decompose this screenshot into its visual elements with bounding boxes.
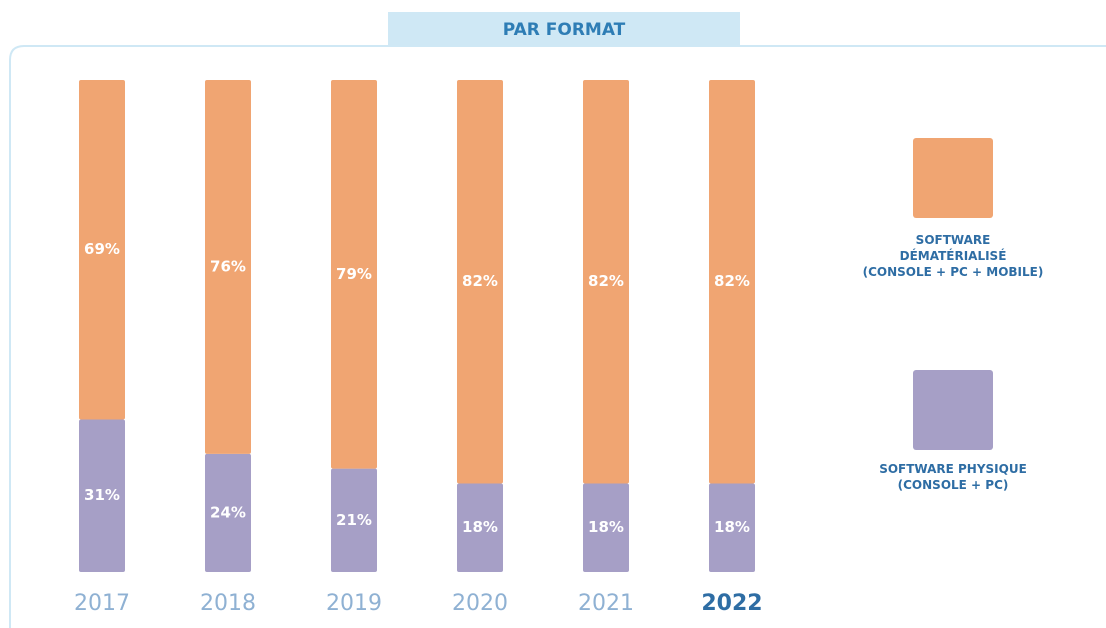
value-label: 82% [588,272,624,290]
x-tick-label: 2021 [578,591,634,616]
bar-segment [709,483,755,572]
frame [9,45,1106,628]
value-label: 82% [714,272,750,290]
x-tick-label: 2019 [326,591,382,616]
title-box [388,12,740,46]
chart-title: PAR FORMAT [503,20,626,40]
x-tick-label: 2022 [701,591,762,616]
bar-segment [79,80,125,420]
legend-swatch [913,138,993,218]
bar-segment [331,80,377,469]
x-tick-label: 2018 [200,591,256,616]
bar-segment [457,80,503,484]
bar-segment [205,453,251,572]
value-label: 79% [336,265,372,283]
value-label: 82% [462,272,498,290]
value-label: 76% [210,257,246,275]
bar-segment [331,468,377,572]
legend-label: SOFTWARE PHYSIQUE (CONSOLE + PC) [879,462,1027,492]
value-label: 18% [588,518,624,536]
value-label: 69% [84,240,120,258]
bar-segment [583,80,629,484]
value-label: 18% [462,518,498,536]
bar-segment [457,483,503,572]
value-label: 21% [336,511,372,529]
legend-swatch [913,370,993,450]
bar-segment [205,80,251,454]
value-label: 31% [84,486,120,504]
legend-label: SOFTWARE DÉMATÉRIALISÉ (CONSOLE + PC + M… [862,233,1044,279]
x-tick-label: 2017 [74,591,130,616]
x-tick-label: 2020 [452,591,508,616]
bar-segment [709,80,755,484]
bar-segment [79,419,125,572]
value-label: 18% [714,518,750,536]
bar-segment [583,483,629,572]
value-label: 24% [210,503,246,521]
